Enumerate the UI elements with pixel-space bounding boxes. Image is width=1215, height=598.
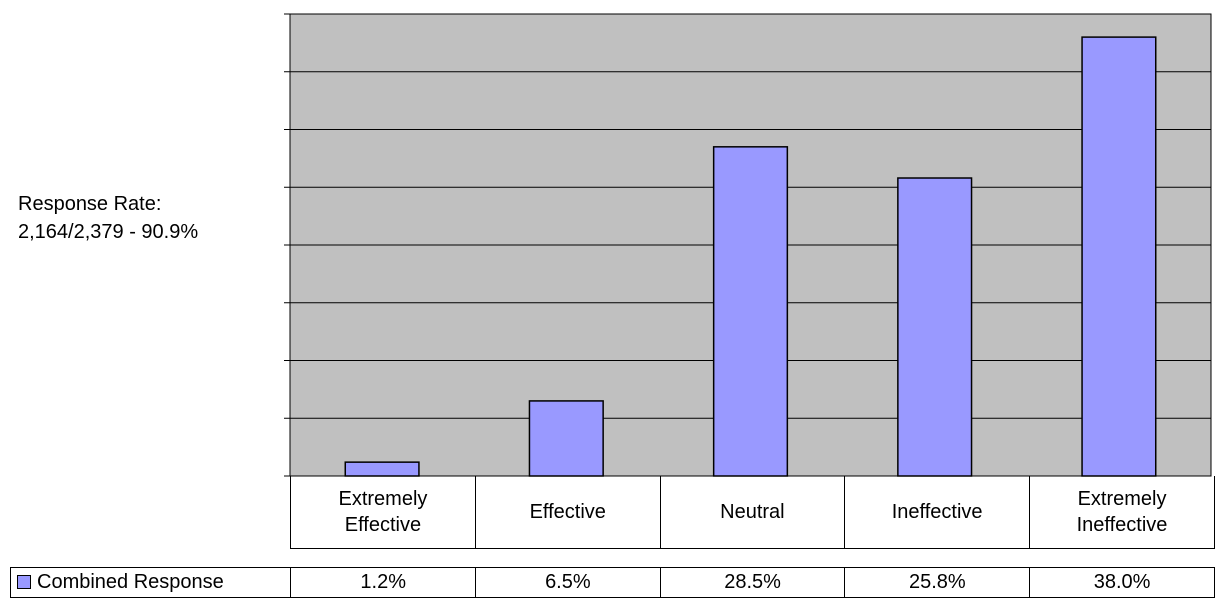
bar [344,461,420,477]
value-cell: 25.8% [844,567,1031,598]
value-cell: 1.2% [290,567,477,598]
category-label-line: Effective [344,513,422,536]
category-label-line: Ineffective [1076,513,1168,536]
bar [528,400,604,477]
category-label-line: Extremely [1077,487,1167,510]
category-label-line: Effective [529,500,606,523]
category-label: Extremely Ineffective [1029,476,1215,549]
data-table: Combined Response 1.2% 6.5% 28.5% 25.8% … [9,567,1215,598]
category-label: Extremely Effective [290,476,476,549]
category-label-line: Ineffective [891,500,983,523]
legend-swatch [17,575,31,589]
category-row: Extremely Effective Effective Neutral Ineffe… [290,476,1215,549]
bar [897,177,973,477]
category-label: Ineffective [844,476,1031,549]
value-cell: 6.5% [475,567,661,598]
category-axis-table: Extremely Effective Effective Neutral Ineffe… [290,476,1215,549]
response-rate-value: 2,164/2,379 - 90.9% [18,221,199,243]
category-label-line: Neutral [720,500,785,523]
bar [1081,36,1157,477]
value-cell: 38.0% [1029,567,1215,598]
data-table-row: Combined Response 1.2% 6.5% 28.5% 25.8% … [9,567,1215,598]
response-rate-label: Response Rate: [18,193,162,215]
bar [712,146,789,477]
value-cell: 28.5% [659,567,846,598]
response-rate-note: Response Rate: 2,164/2,379 - 90.9% [18,190,198,246]
category-label: Neutral [659,476,846,549]
legend-label: Combined Response [37,571,224,593]
legend-entry: Combined Response [9,567,292,598]
category-label: Effective [474,476,661,549]
category-label-line: Extremely [338,487,428,510]
